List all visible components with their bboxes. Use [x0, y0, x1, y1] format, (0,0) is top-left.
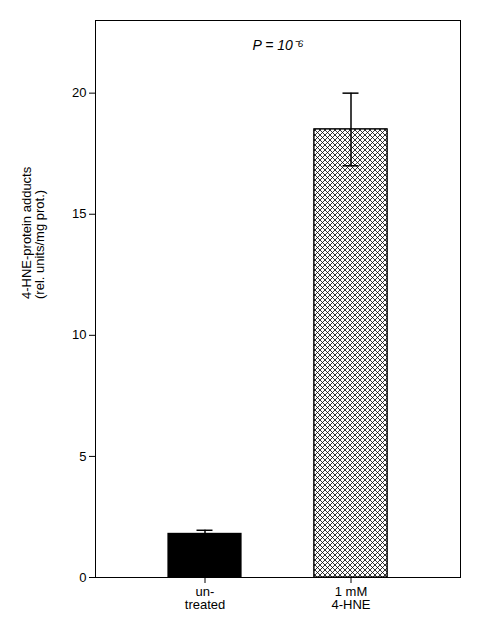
svg-text:20: 20	[72, 85, 86, 100]
svg-text:0: 0	[79, 570, 86, 585]
svg-text:1 mM4-HNE: 1 mM4-HNE	[331, 584, 370, 612]
svg-text:P = 10⁻⁶: P = 10⁻⁶	[252, 37, 303, 53]
svg-text:4-HNE-protein adducts(rel. uni: 4-HNE-protein adducts(rel. units/mg prot…	[19, 166, 47, 299]
svg-text:un-treated: un-treated	[185, 584, 225, 612]
svg-text:10: 10	[72, 327, 86, 342]
svg-text:15: 15	[72, 206, 86, 221]
svg-text:5: 5	[79, 449, 86, 464]
